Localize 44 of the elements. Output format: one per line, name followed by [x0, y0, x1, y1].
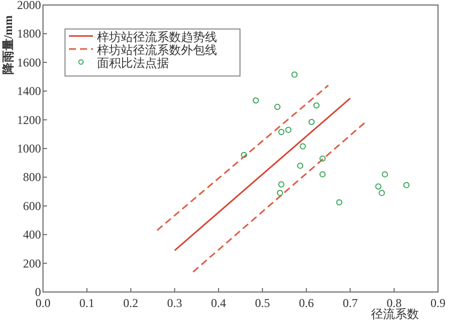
y-tick-label: 800 — [23, 170, 41, 184]
x-tick-label: 0.6 — [298, 296, 314, 310]
y-tick-label: 400 — [23, 228, 41, 242]
point — [285, 126, 292, 133]
point — [403, 182, 410, 188]
y-tick-label: 600 — [23, 198, 41, 213]
y-tick-label: 2000 — [17, 0, 41, 12]
y-tick-label: 0 — [35, 285, 41, 299]
legend-label: 梓坊站径流系数外包线 — [97, 43, 217, 57]
point — [297, 162, 304, 169]
y-tick-label: 1400 — [17, 84, 41, 98]
point — [319, 155, 326, 162]
point — [252, 97, 259, 104]
y-tick-label: 1200 — [17, 112, 41, 127]
x-tick-label: 0.9 — [430, 296, 446, 310]
point — [274, 104, 280, 110]
y-tick-label: 200 — [23, 256, 41, 270]
point — [319, 171, 326, 178]
legend-label: 面积比法点据 — [97, 56, 169, 70]
y-tick-label: 1600 — [17, 55, 41, 70]
point — [375, 183, 382, 190]
y-axis-title: 降雨量/mm — [1, 15, 15, 75]
y-tick-label: 1000 — [17, 142, 41, 156]
point — [382, 171, 388, 178]
point — [336, 199, 342, 206]
x-tick-label: 0.2 — [123, 296, 138, 310]
point — [378, 190, 385, 196]
point — [313, 102, 320, 109]
x-tick-label: 0.5 — [254, 296, 270, 310]
point — [278, 128, 284, 136]
x-tick-label: 0.3 — [167, 296, 182, 310]
point — [308, 118, 315, 126]
y-tick-label: 1800 — [17, 26, 41, 41]
point — [300, 143, 306, 150]
x-axis-title: 径流系数 — [371, 307, 419, 321]
point — [276, 190, 284, 196]
x-tick-label: 0.1 — [79, 296, 94, 310]
x-tick-label: 0.0 — [36, 296, 50, 310]
point — [240, 152, 248, 158]
x-tick-label: 0.4 — [211, 296, 226, 310]
legend-label: 梓坊站径流系数趋势线 — [97, 30, 217, 44]
point — [278, 181, 284, 188]
point — [291, 72, 298, 78]
x-tick-label: 0.7 — [342, 296, 358, 310]
